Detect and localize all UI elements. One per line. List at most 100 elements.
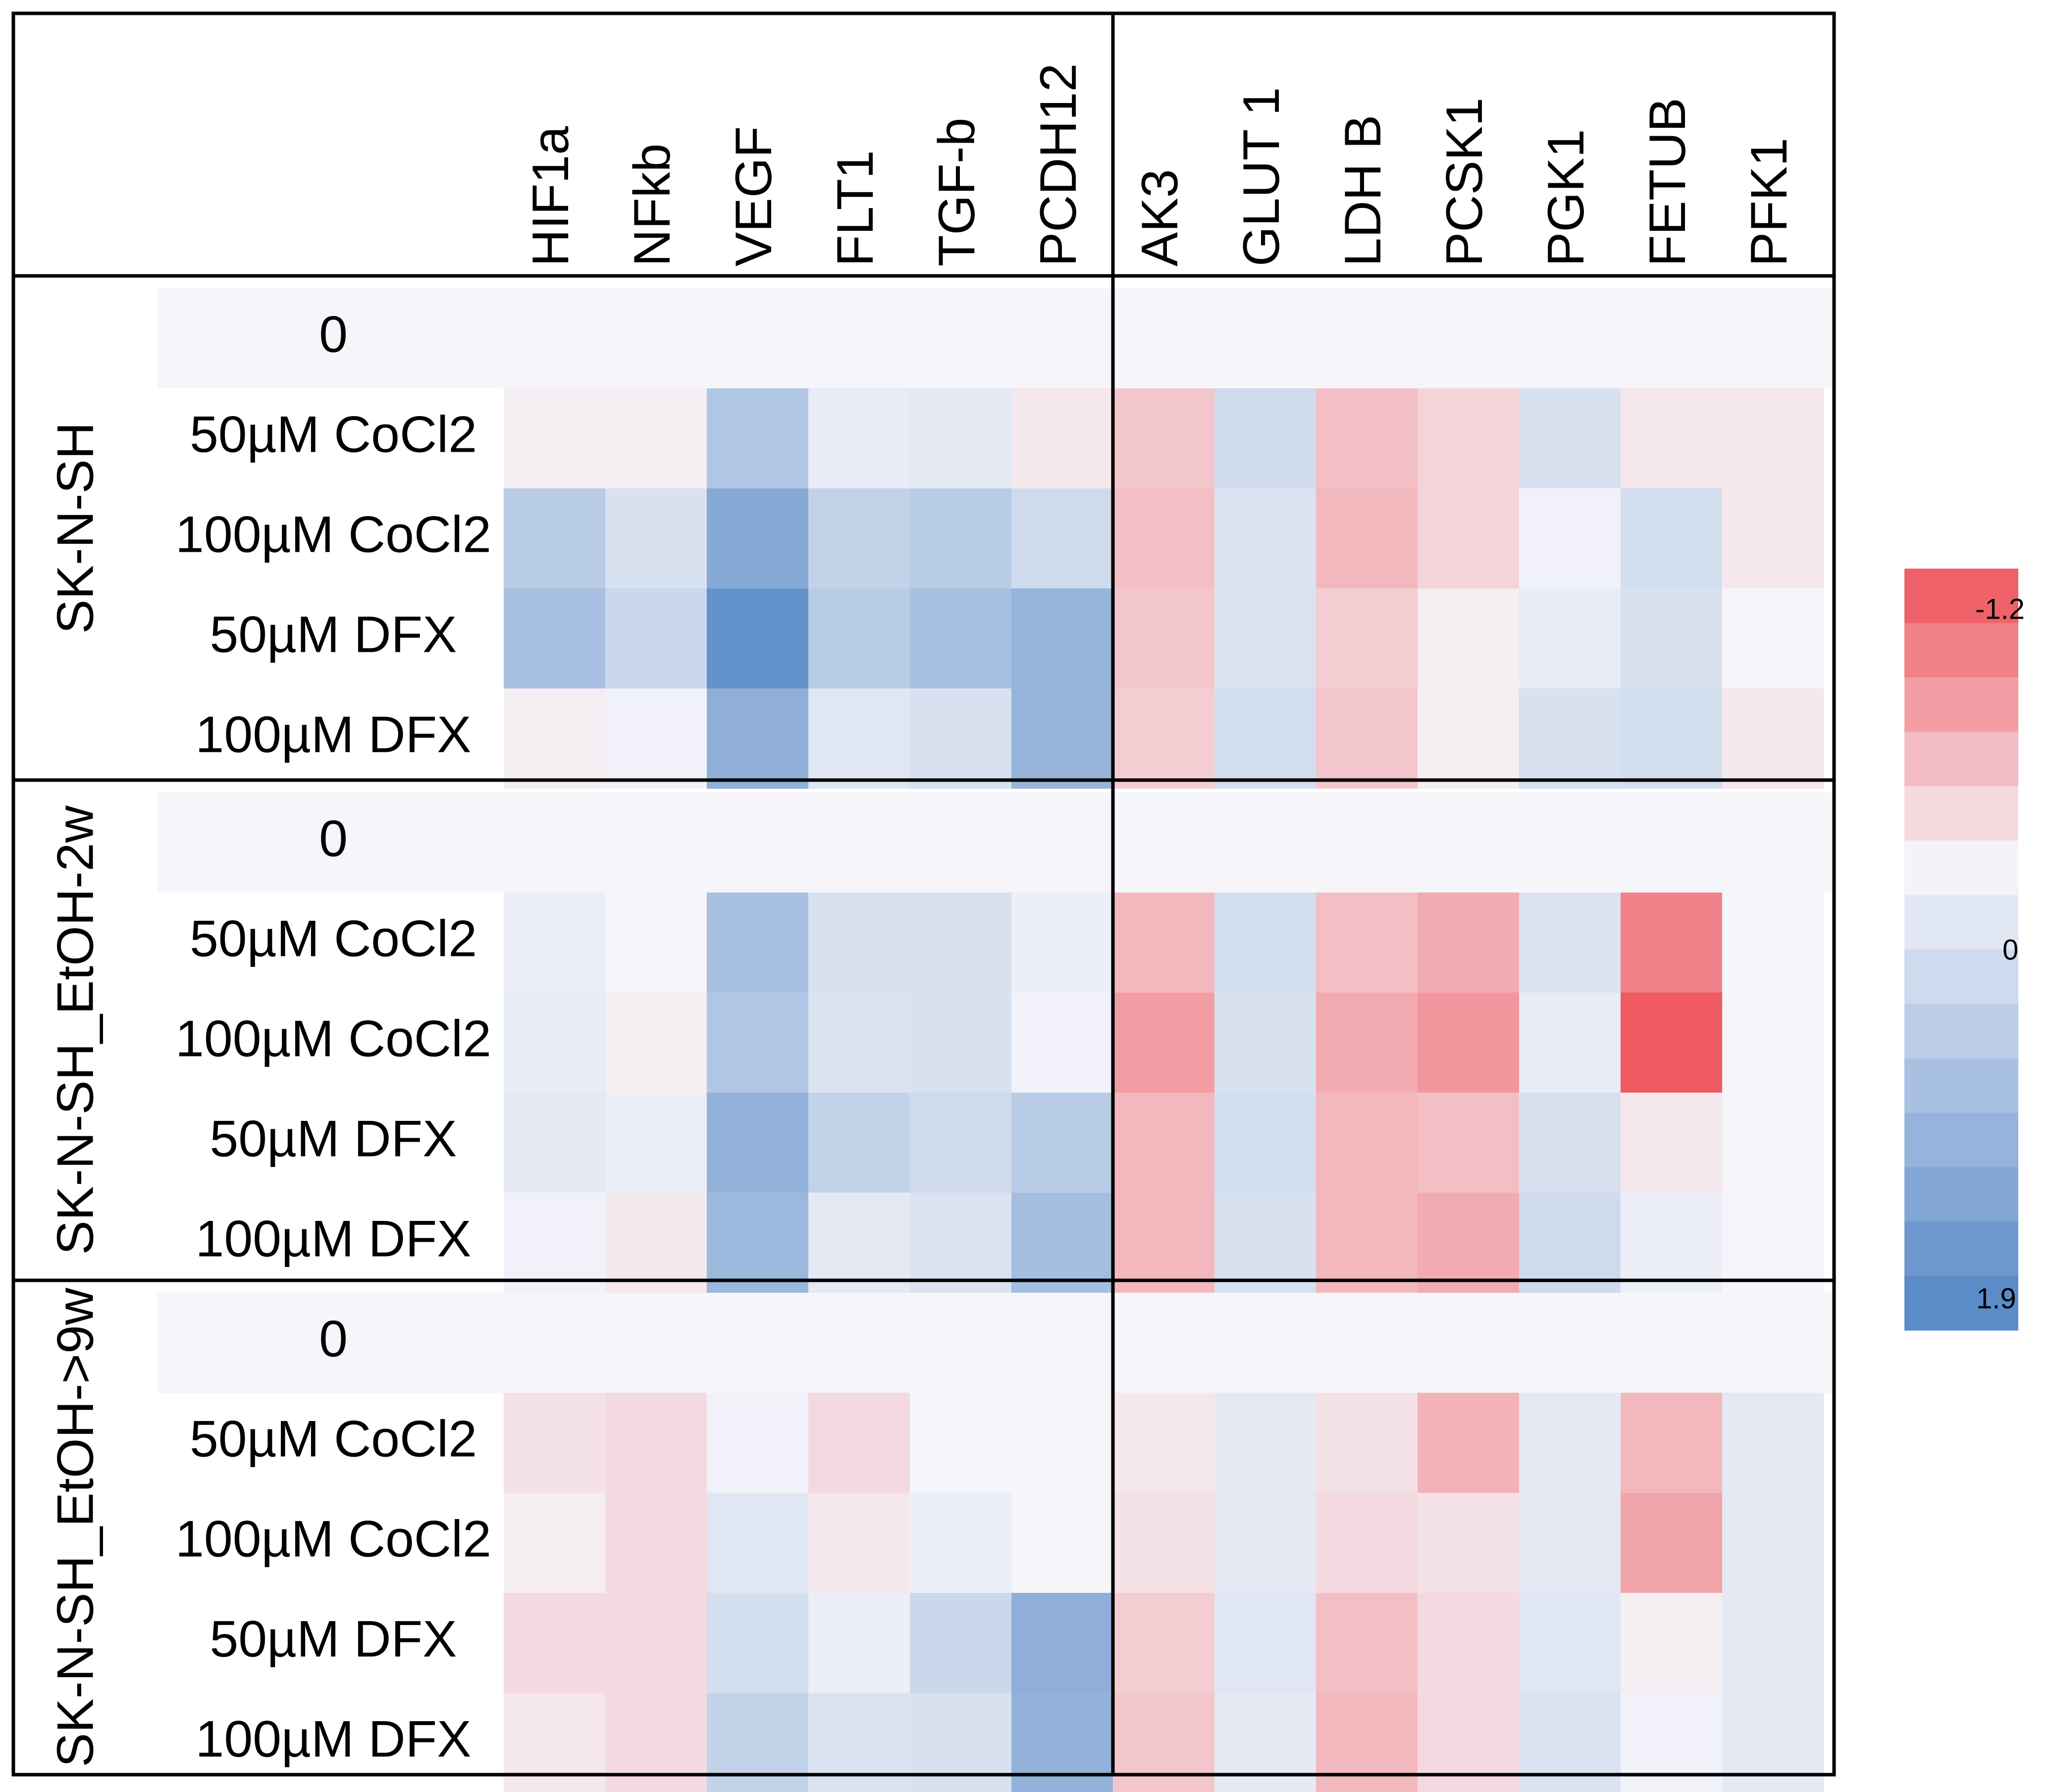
heatmap-cell xyxy=(1722,1093,1824,1193)
heatmap-cell xyxy=(1316,388,1418,489)
heatmap-cell xyxy=(1621,688,1723,789)
heatmap-cell xyxy=(1011,1693,1113,1792)
heatmap-cell xyxy=(1519,488,1621,589)
heatmap-cell xyxy=(1418,1493,1520,1593)
heatmap-cell xyxy=(1011,893,1113,993)
heatmap-cell xyxy=(1418,1193,1520,1293)
heatmap-cell xyxy=(808,688,910,789)
colorbar-mid-label: 0 xyxy=(2002,934,2018,966)
heatmap-cell xyxy=(1316,688,1418,789)
heatmap-cell xyxy=(707,388,809,489)
heatmap-cell xyxy=(1214,893,1316,993)
heatmap-cell xyxy=(605,1093,707,1193)
heatmap-cell xyxy=(1621,1093,1723,1193)
heatmap-cell xyxy=(605,688,707,789)
heatmap-cell xyxy=(910,688,1012,789)
heatmap-cell xyxy=(1418,993,1520,1093)
heatmap-cell xyxy=(1418,488,1520,589)
heatmap-cells xyxy=(158,288,1834,1792)
heatmap-cell xyxy=(808,1493,910,1593)
heatmap-cell xyxy=(1722,1693,1824,1792)
row-label: 50µM CoCl2 xyxy=(190,406,477,463)
column-label: PFK1 xyxy=(1740,138,1798,266)
heatmap-cell xyxy=(1519,993,1621,1093)
row-label: 50µM DFX xyxy=(210,606,457,663)
heatmap-cell xyxy=(1621,1693,1723,1792)
heatmap-cell xyxy=(707,688,809,789)
heatmap-frame xyxy=(11,11,1836,1777)
heatmap-cell xyxy=(1519,588,1621,689)
heatmap-cell xyxy=(1011,1593,1113,1693)
heatmap-cell xyxy=(1113,1093,1215,1193)
heatmap-cell xyxy=(707,588,809,689)
heatmap-cell xyxy=(1316,1093,1418,1193)
column-label: AK3 xyxy=(1131,169,1189,266)
column-label: TGF-b xyxy=(928,118,986,266)
heatmap-cell xyxy=(1011,588,1113,689)
column-labels: HIF1a NFkb VEGF FLT1 TGF-b PCDH12 AK3 GLUT 1 LDH… xyxy=(522,63,1798,266)
row-label: 50µM CoCl2 xyxy=(190,910,477,967)
heatmap-cell xyxy=(1214,688,1316,789)
heatmap-cell xyxy=(910,588,1012,689)
row-label: 100µM DFX xyxy=(196,706,472,763)
heatmap-cell xyxy=(808,993,910,1093)
heatmap-cell xyxy=(1722,388,1824,489)
heatmap-cell xyxy=(1418,1393,1520,1493)
heatmap-cell xyxy=(707,1593,809,1693)
outer-border xyxy=(11,11,1836,1777)
heatmap-cell xyxy=(1113,588,1215,689)
heatmap-cell xyxy=(1722,1493,1824,1593)
heatmap-cell xyxy=(504,588,606,689)
heatmap-cell xyxy=(1011,993,1113,1093)
colorbar-step xyxy=(1904,895,2018,950)
heatmap-cell xyxy=(605,1593,707,1693)
colorbar-step xyxy=(1904,1167,2018,1222)
column-label: GLUT 1 xyxy=(1233,87,1290,266)
colorbar-step xyxy=(1904,1112,2018,1167)
row-label: 50µM CoCl2 xyxy=(190,1410,477,1468)
group-labels: SK-N-SH SK-N-SH_EtOH-2w SK-N-SH_EtOH->9w xyxy=(47,422,104,1767)
heatmap-cell xyxy=(1722,588,1824,689)
heatmap-cell xyxy=(1113,993,1215,1093)
heatmap-cell xyxy=(1722,993,1824,1093)
heatmap-cell xyxy=(910,893,1012,993)
heatmap-cell xyxy=(1316,993,1418,1093)
colorbar-step xyxy=(1904,732,2018,787)
heatmap-cell xyxy=(1418,1093,1520,1193)
heatmap-cell xyxy=(1418,688,1520,789)
heatmap-cell xyxy=(910,1593,1012,1693)
column-label: FETUB xyxy=(1639,98,1696,266)
heatmap-cell xyxy=(1519,1693,1621,1792)
row-label: 0 xyxy=(319,306,348,363)
heatmap-cell xyxy=(1621,1593,1723,1693)
heatmap-cell xyxy=(1722,1593,1824,1693)
row-label: 0 xyxy=(319,1310,348,1368)
heatmap-cell xyxy=(605,1693,707,1792)
heatmap-cell xyxy=(1214,388,1316,489)
heatmap-cell xyxy=(808,1393,910,1493)
heatmap-cell xyxy=(1113,1393,1215,1493)
heatmap-cell xyxy=(1214,1393,1316,1493)
colorbar: -1.2 0 1.9 xyxy=(1904,569,2025,1331)
heatmap-cell xyxy=(605,388,707,489)
heatmap-cell xyxy=(1214,993,1316,1093)
colorbar-step xyxy=(1904,786,2018,841)
heatmap-cell xyxy=(504,688,606,789)
heatmap-cell xyxy=(910,1493,1012,1593)
heatmap-cell xyxy=(605,488,707,589)
heatmap-cell xyxy=(707,893,809,993)
heatmap-cell xyxy=(707,1193,809,1293)
row-label: 100µM DFX xyxy=(196,1210,472,1267)
heatmap-cell xyxy=(1722,1393,1824,1493)
heatmap-cell xyxy=(1519,1593,1621,1693)
colorbar-step xyxy=(1904,677,2018,733)
heatmap-cell xyxy=(1621,993,1723,1093)
colorbar-step xyxy=(1904,623,2018,678)
heatmap-cell xyxy=(504,1093,606,1193)
heatmap-cell xyxy=(1519,688,1621,789)
zero-row-band xyxy=(158,792,1834,893)
heatmap-cell xyxy=(808,388,910,489)
heatmap-cell xyxy=(1214,1093,1316,1193)
heatmap-cell xyxy=(1011,688,1113,789)
